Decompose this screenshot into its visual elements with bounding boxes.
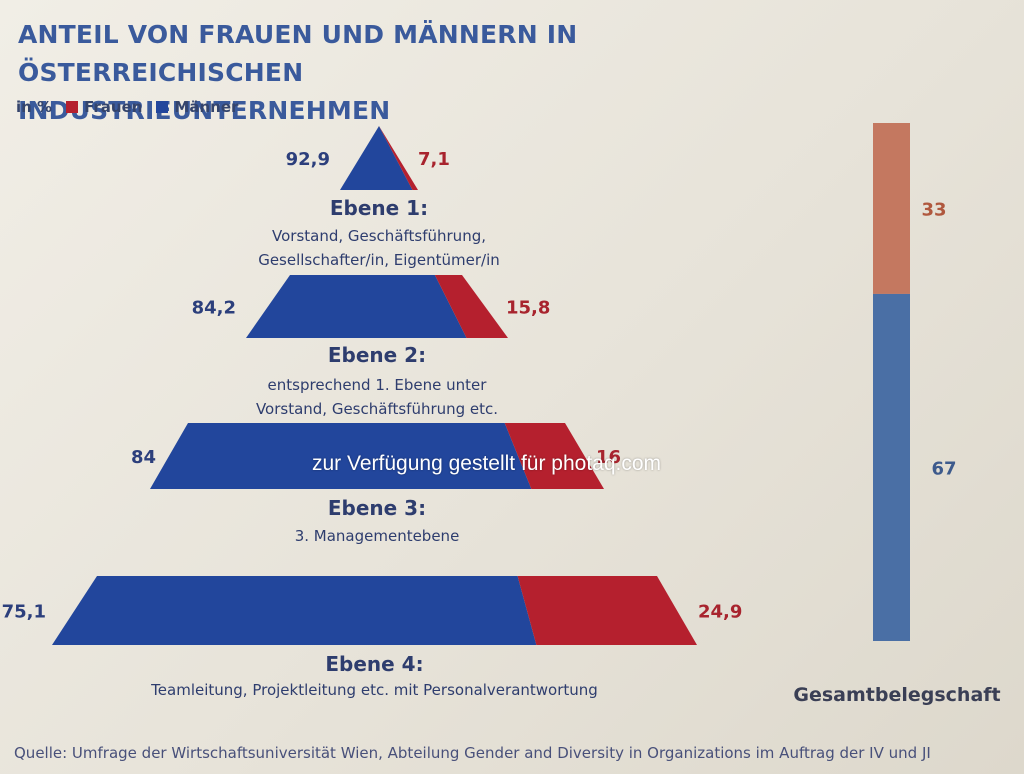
total-women-value: 33 (921, 199, 946, 220)
total-category-label: Gesamtbelegschaft (793, 684, 1000, 706)
legend-swatch-frauen (66, 101, 79, 113)
source-note: Quelle: Umfrage der Wirtschaftsuniversit… (14, 744, 931, 762)
level-4-name: Ebene 4: (325, 652, 423, 676)
level-3-name: Ebene 3: (328, 496, 426, 520)
level-1-women-value: 7,1 (418, 149, 450, 170)
chart-title-line-2: INDUSTRIEUNTERNEHMEN (18, 96, 391, 125)
level-1-description-line-1: Vorstand, Geschäftsführung, (272, 227, 486, 245)
level-2-women-segment (434, 275, 508, 338)
level-1-men-segment (340, 126, 413, 190)
level-2-women-value: 15,8 (506, 298, 550, 319)
level-4-men-segment (52, 576, 537, 645)
level-2-men-segment (246, 275, 467, 338)
chart-title-line-1: ANTEIL VON FRAUEN UND MÄNNERN IN ÖSTERRE… (18, 20, 578, 87)
legend-swatch-maenner (156, 101, 169, 113)
total-men-value: 67 (931, 458, 956, 479)
legend-label-frauen: Frauen (84, 98, 143, 116)
level-2-men-value: 84,2 (192, 298, 236, 319)
level-4-women-segment (517, 576, 697, 645)
level-3-men-value: 84 (131, 447, 156, 468)
level-1-men-value: 92,9 (286, 149, 330, 170)
level-2-description-line-2: Vorstand, Geschäftsführung etc. (256, 400, 498, 418)
level-2-name: Ebene 2: (328, 343, 426, 367)
total-men-segment (873, 293, 910, 641)
watermark: zur Verfügung gestellt für photaq.com (312, 452, 662, 475)
level-4-women-value: 24,9 (698, 602, 742, 623)
level-1-women-segment (379, 126, 418, 190)
chart-title: ANTEIL VON FRAUEN UND MÄNNERN IN ÖSTERRE… (18, 16, 838, 130)
level-3-men-segment (150, 423, 532, 489)
level-4-men-value: 75,1 (2, 602, 46, 623)
level-4-description-line-1: Teamleitung, Projektleitung etc. mit Per… (150, 681, 598, 699)
level-1-description-line-2: Gesellschafter/in, Eigentümer/in (258, 251, 500, 269)
level-1-name: Ebene 1: (330, 196, 428, 220)
level-3-women-segment (504, 423, 604, 489)
legend-label-maenner: Männer (174, 98, 239, 116)
level-3-women-value: 16 (596, 447, 621, 468)
level-2-description-line-1: entsprechend 1. Ebene unter (268, 376, 488, 394)
level-3-description-line-1: 3. Managementebene (295, 527, 460, 545)
legend-unit: in % (16, 98, 53, 116)
legend: in % Frauen Männer (16, 98, 238, 116)
total-women-segment (873, 123, 910, 294)
